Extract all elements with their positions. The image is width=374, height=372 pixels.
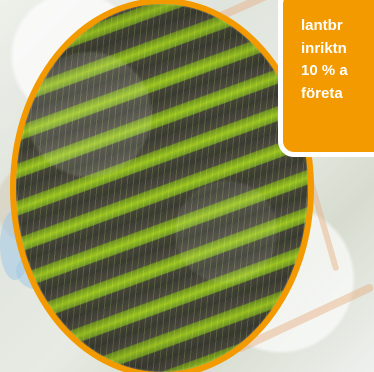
callout-line-2: inriktn xyxy=(301,39,347,57)
callout-line-3: 10 % a xyxy=(301,62,348,79)
field-photo xyxy=(10,0,314,372)
callout-line-4: företa xyxy=(301,84,343,102)
info-callout: lantbr inriktn 10 % a företa xyxy=(278,0,374,157)
callout-line-1: lantbr xyxy=(301,17,343,34)
